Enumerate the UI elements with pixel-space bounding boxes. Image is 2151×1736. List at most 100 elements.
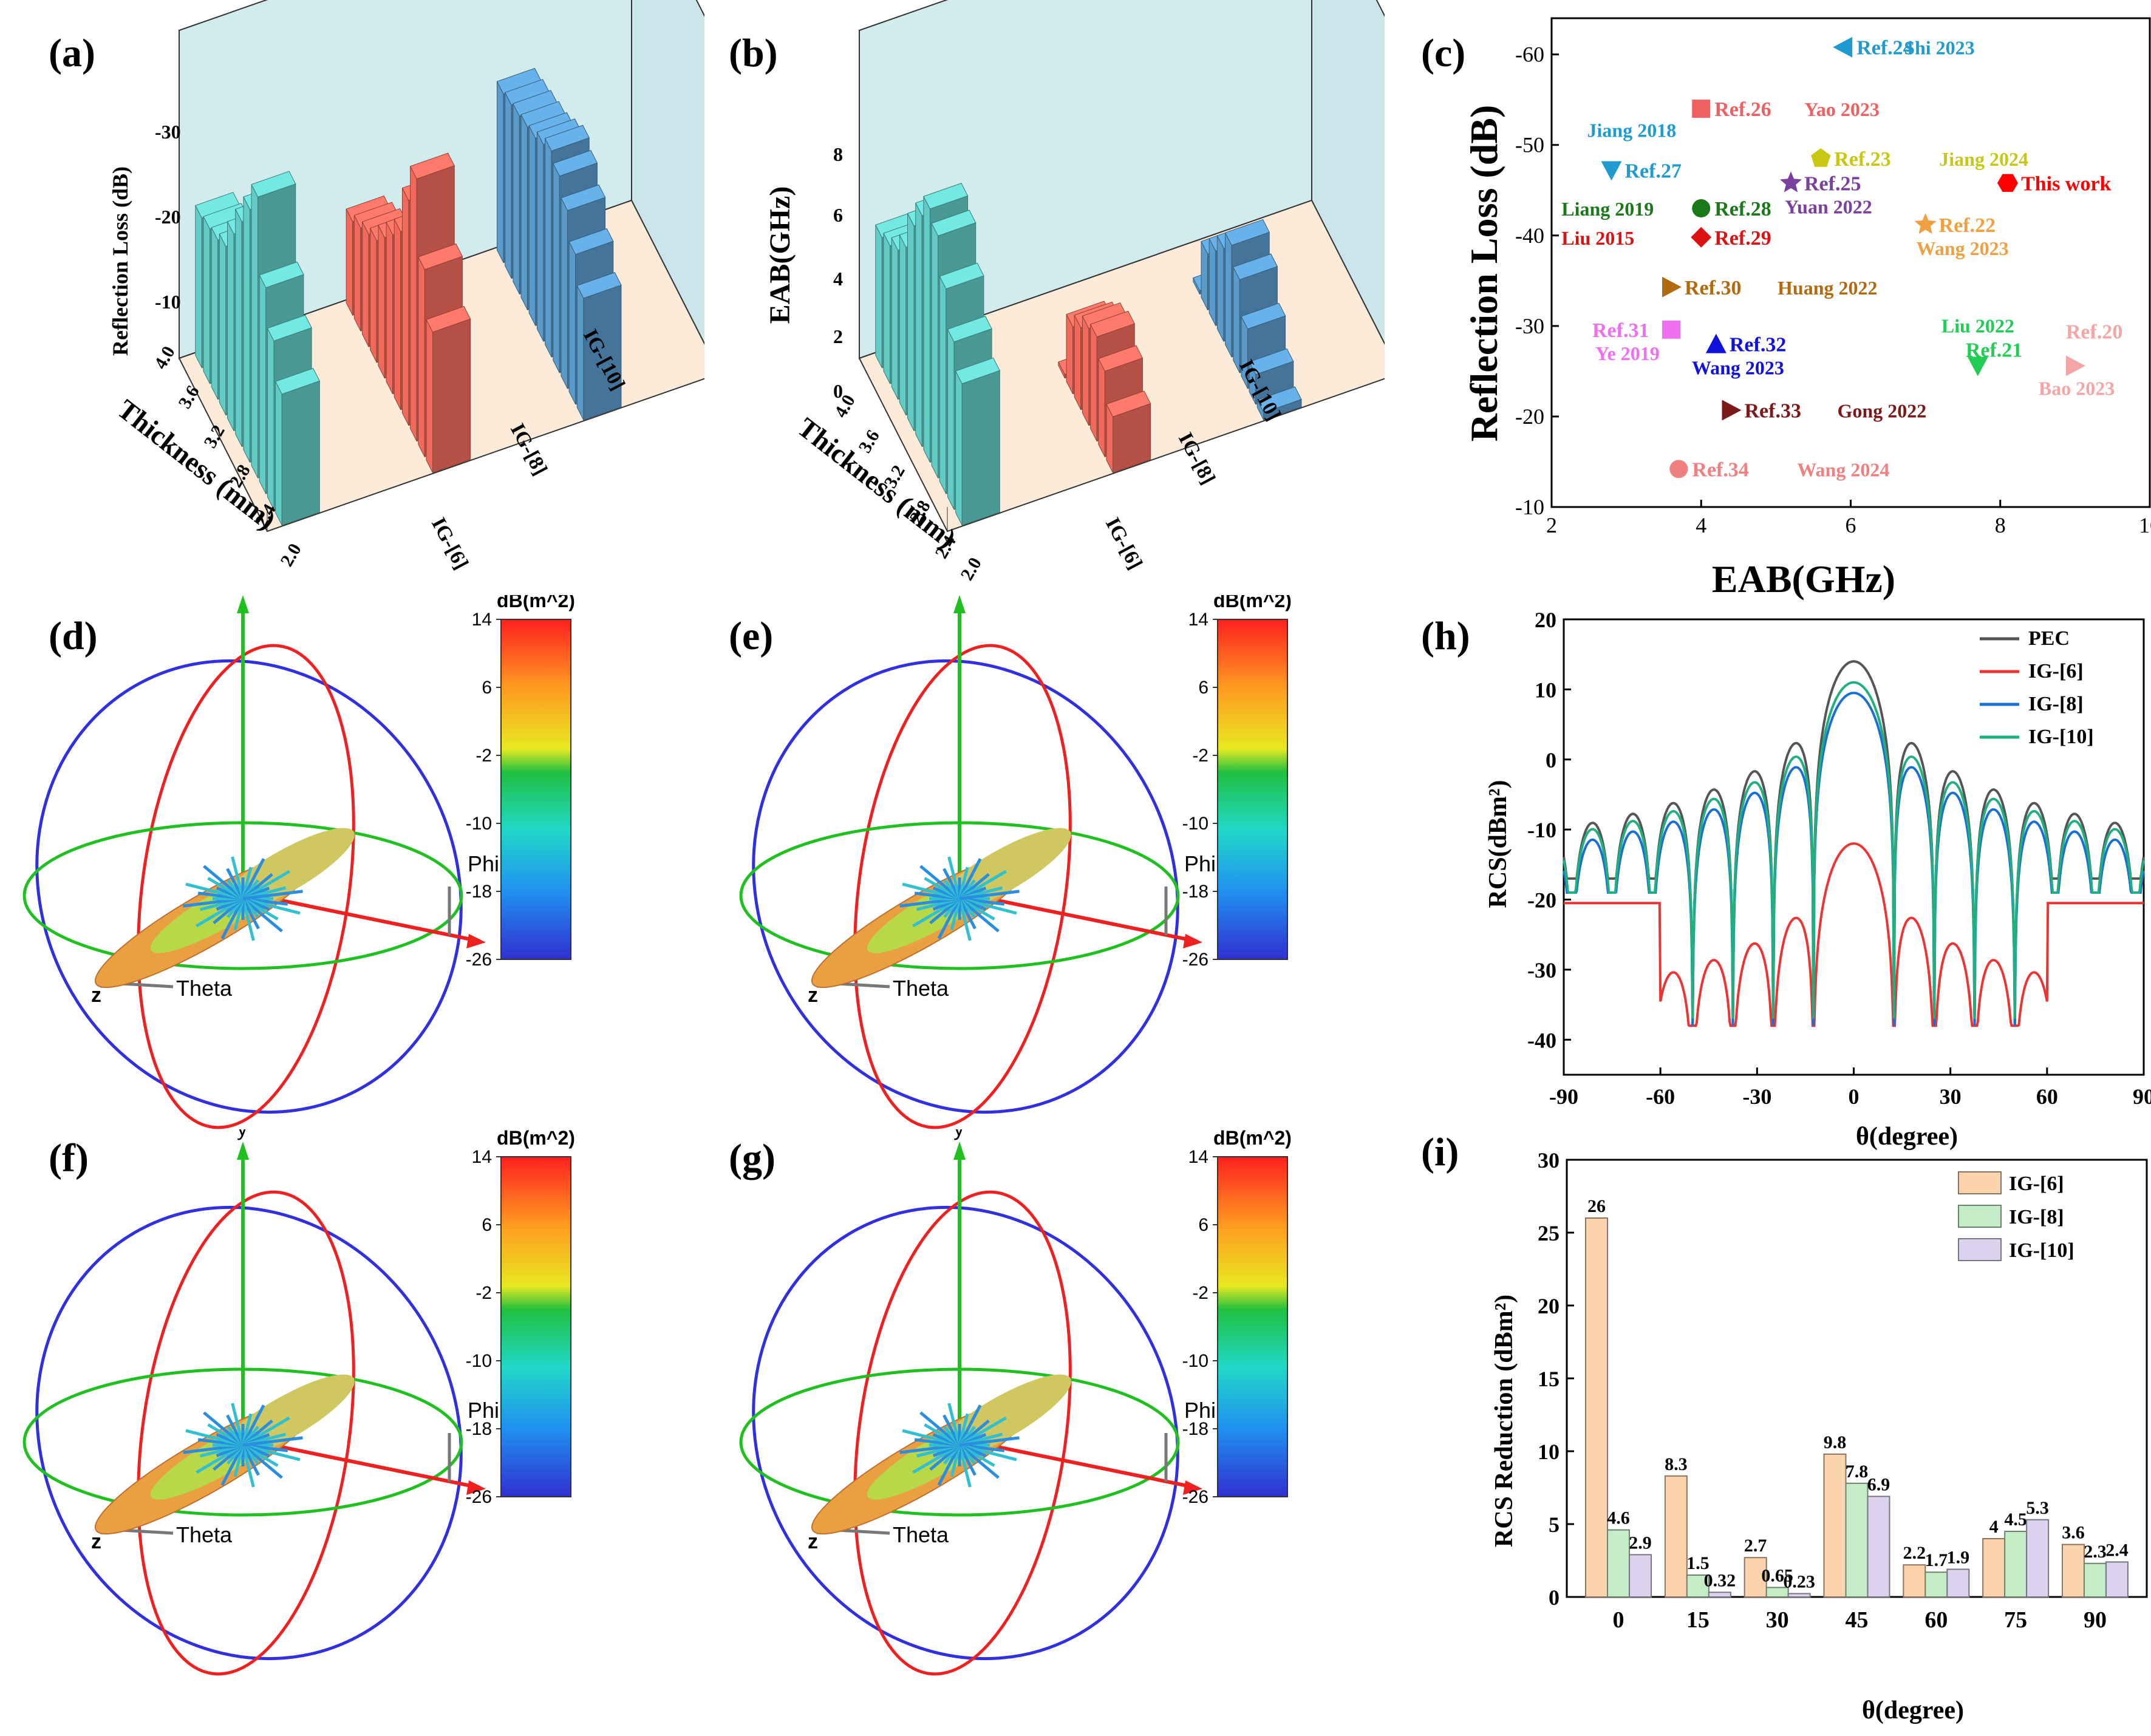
bar-top	[923, 183, 969, 209]
x-axis-arrow	[1183, 1480, 1202, 1495]
x-tick-label: 2	[1546, 513, 1557, 537]
colorbar-tick-label: -26	[466, 950, 492, 970]
side-lobe	[958, 1404, 982, 1446]
chart-b-ztick: 2	[833, 325, 843, 347]
bar-face	[195, 205, 202, 369]
bar-value-label: 2.9	[1629, 1533, 1652, 1553]
bar	[1845, 1482, 1869, 1598]
bar-face	[386, 222, 394, 395]
bar-face	[955, 370, 963, 526]
chart-a-ztick: -10	[155, 291, 181, 313]
bar-face	[1082, 316, 1089, 426]
chart-c-axes: 2 4 6 8 10 -10 -20 -30 -40 -50 -60	[1515, 17, 2151, 537]
point-ref-label: Ref.21	[1966, 339, 2022, 361]
legend-swatch	[1958, 1205, 2002, 1228]
bar	[1787, 1593, 1811, 1598]
point-author-label: Liang 2019	[1561, 198, 1654, 220]
colorbar-tick-label: 6	[482, 1215, 492, 1235]
bar	[1946, 1568, 1970, 1598]
x-tick-label: 10	[2139, 513, 2151, 537]
point-ref-label: Ref.31	[1592, 319, 1649, 342]
point-marker	[1662, 320, 1680, 339]
colorbar-title: dB(m^2)	[497, 595, 575, 611]
chart-a-ztick: -20	[155, 206, 181, 228]
bar-value-label: 2.7	[1744, 1536, 1767, 1556]
chart-a-xtick: 2.0	[276, 540, 305, 570]
side-lobe	[220, 1444, 245, 1486]
bar-top	[568, 228, 614, 255]
point-marker	[1692, 199, 1711, 218]
bar-face	[923, 196, 930, 463]
panel-label-a: (a)	[49, 31, 95, 75]
bar-face	[203, 216, 211, 384]
y-tick-label: 10	[1535, 678, 1556, 702]
point-marker	[1692, 100, 1711, 118]
x-tick-label: -90	[1549, 1084, 1578, 1109]
bar-face	[545, 138, 552, 358]
bar-face	[353, 215, 361, 332]
colorbar-tick-label: 14	[1188, 1147, 1208, 1167]
chart-b-ztick: 8	[833, 143, 843, 165]
point-author-label: Liu 2022	[1941, 315, 2014, 336]
legend-label: IG-[6]	[2028, 660, 2084, 682]
y-axis-arrow	[237, 595, 249, 613]
point-ref-label: Ref.24	[1856, 37, 1913, 60]
chart-i-ylabel: RCS Reduction (dBm²)	[1490, 1295, 1518, 1547]
panel-label-h: (h)	[1421, 614, 1470, 658]
colorbar-tick-label: 14	[472, 610, 492, 630]
side-lobe	[203, 1411, 244, 1446]
plot-frame	[1563, 618, 2145, 1076]
x-tick-label: 45	[1846, 1607, 1869, 1633]
point-marker	[1997, 174, 2019, 192]
x-axis-arrow	[1183, 934, 1202, 948]
phi-label: Phi	[1184, 851, 1216, 876]
x-tick-label: 15	[1686, 1607, 1710, 1633]
bar-face	[576, 285, 584, 420]
bar-top	[939, 262, 984, 290]
point-author-label: Jiang 2024	[1939, 148, 2028, 170]
x-tick-label: -30	[1742, 1084, 1771, 1109]
colorbar-tick-label: -10	[1182, 814, 1208, 834]
side-lobe	[242, 1436, 303, 1447]
bar-top	[1249, 348, 1294, 375]
point-author-label: Huang 2022	[1778, 277, 1877, 299]
bar-top	[955, 357, 1000, 384]
theta-label: Theta	[893, 976, 949, 1001]
y-axis-arrow	[237, 1142, 249, 1160]
legend-label: IG-[10]	[2028, 726, 2094, 748]
bar-face	[410, 166, 417, 441]
colorbar-tick-label: -18	[1182, 882, 1208, 902]
side-lobe	[959, 1436, 1020, 1447]
chart-c-ylabel: Reflection Loss (dB)	[1462, 105, 1505, 442]
legend-label: IG-[6]	[2009, 1173, 2064, 1195]
chart-h-axes: -90 -60 -30 0 30 60 90 20 10 0 -10 -20 -30 -40	[1527, 608, 2151, 1109]
phi-label: Phi	[468, 1398, 499, 1423]
bar	[1765, 1587, 1789, 1598]
colorbar	[500, 619, 571, 960]
y-tick-label: 25	[1538, 1221, 1560, 1245]
legend-label: IG-[10]	[2009, 1239, 2074, 1262]
y-tick-label: -20	[1515, 404, 1544, 429]
pattern-g: yxzThetaPhidB(m^2)146-2-10-18-26	[739, 1129, 1292, 1676]
point-author-label: Shi 2023	[1904, 37, 1974, 59]
bar	[1686, 1574, 1710, 1598]
colorbar-tick-label: -10	[1182, 1351, 1208, 1371]
y-tick-label: -10	[1515, 495, 1544, 519]
panel-label-d: (d)	[49, 614, 98, 658]
side-lobe	[958, 898, 972, 941]
x-tick-label: 60	[1924, 1607, 1948, 1633]
theta-arrow	[837, 1528, 890, 1535]
side-lobe	[919, 865, 961, 900]
bar-top	[418, 243, 463, 270]
bar-top	[426, 305, 471, 333]
side-lobe	[947, 1403, 961, 1446]
point-author-label: Ye 2019	[1595, 342, 1660, 364]
bar-face	[528, 125, 536, 326]
point-marker	[2065, 355, 2085, 376]
side-lobe	[242, 890, 303, 900]
colorbar-title: dB(m^2)	[1213, 1129, 1292, 1149]
chart-c-xlabel: EAB(GHz)	[1712, 557, 1895, 601]
colorbar-tick-label: 14	[472, 1147, 492, 1167]
pattern-d: yxzThetaPhidB(m^2)146-2-10-18-26	[22, 595, 575, 1129]
y-tick-label: -10	[1527, 818, 1556, 842]
